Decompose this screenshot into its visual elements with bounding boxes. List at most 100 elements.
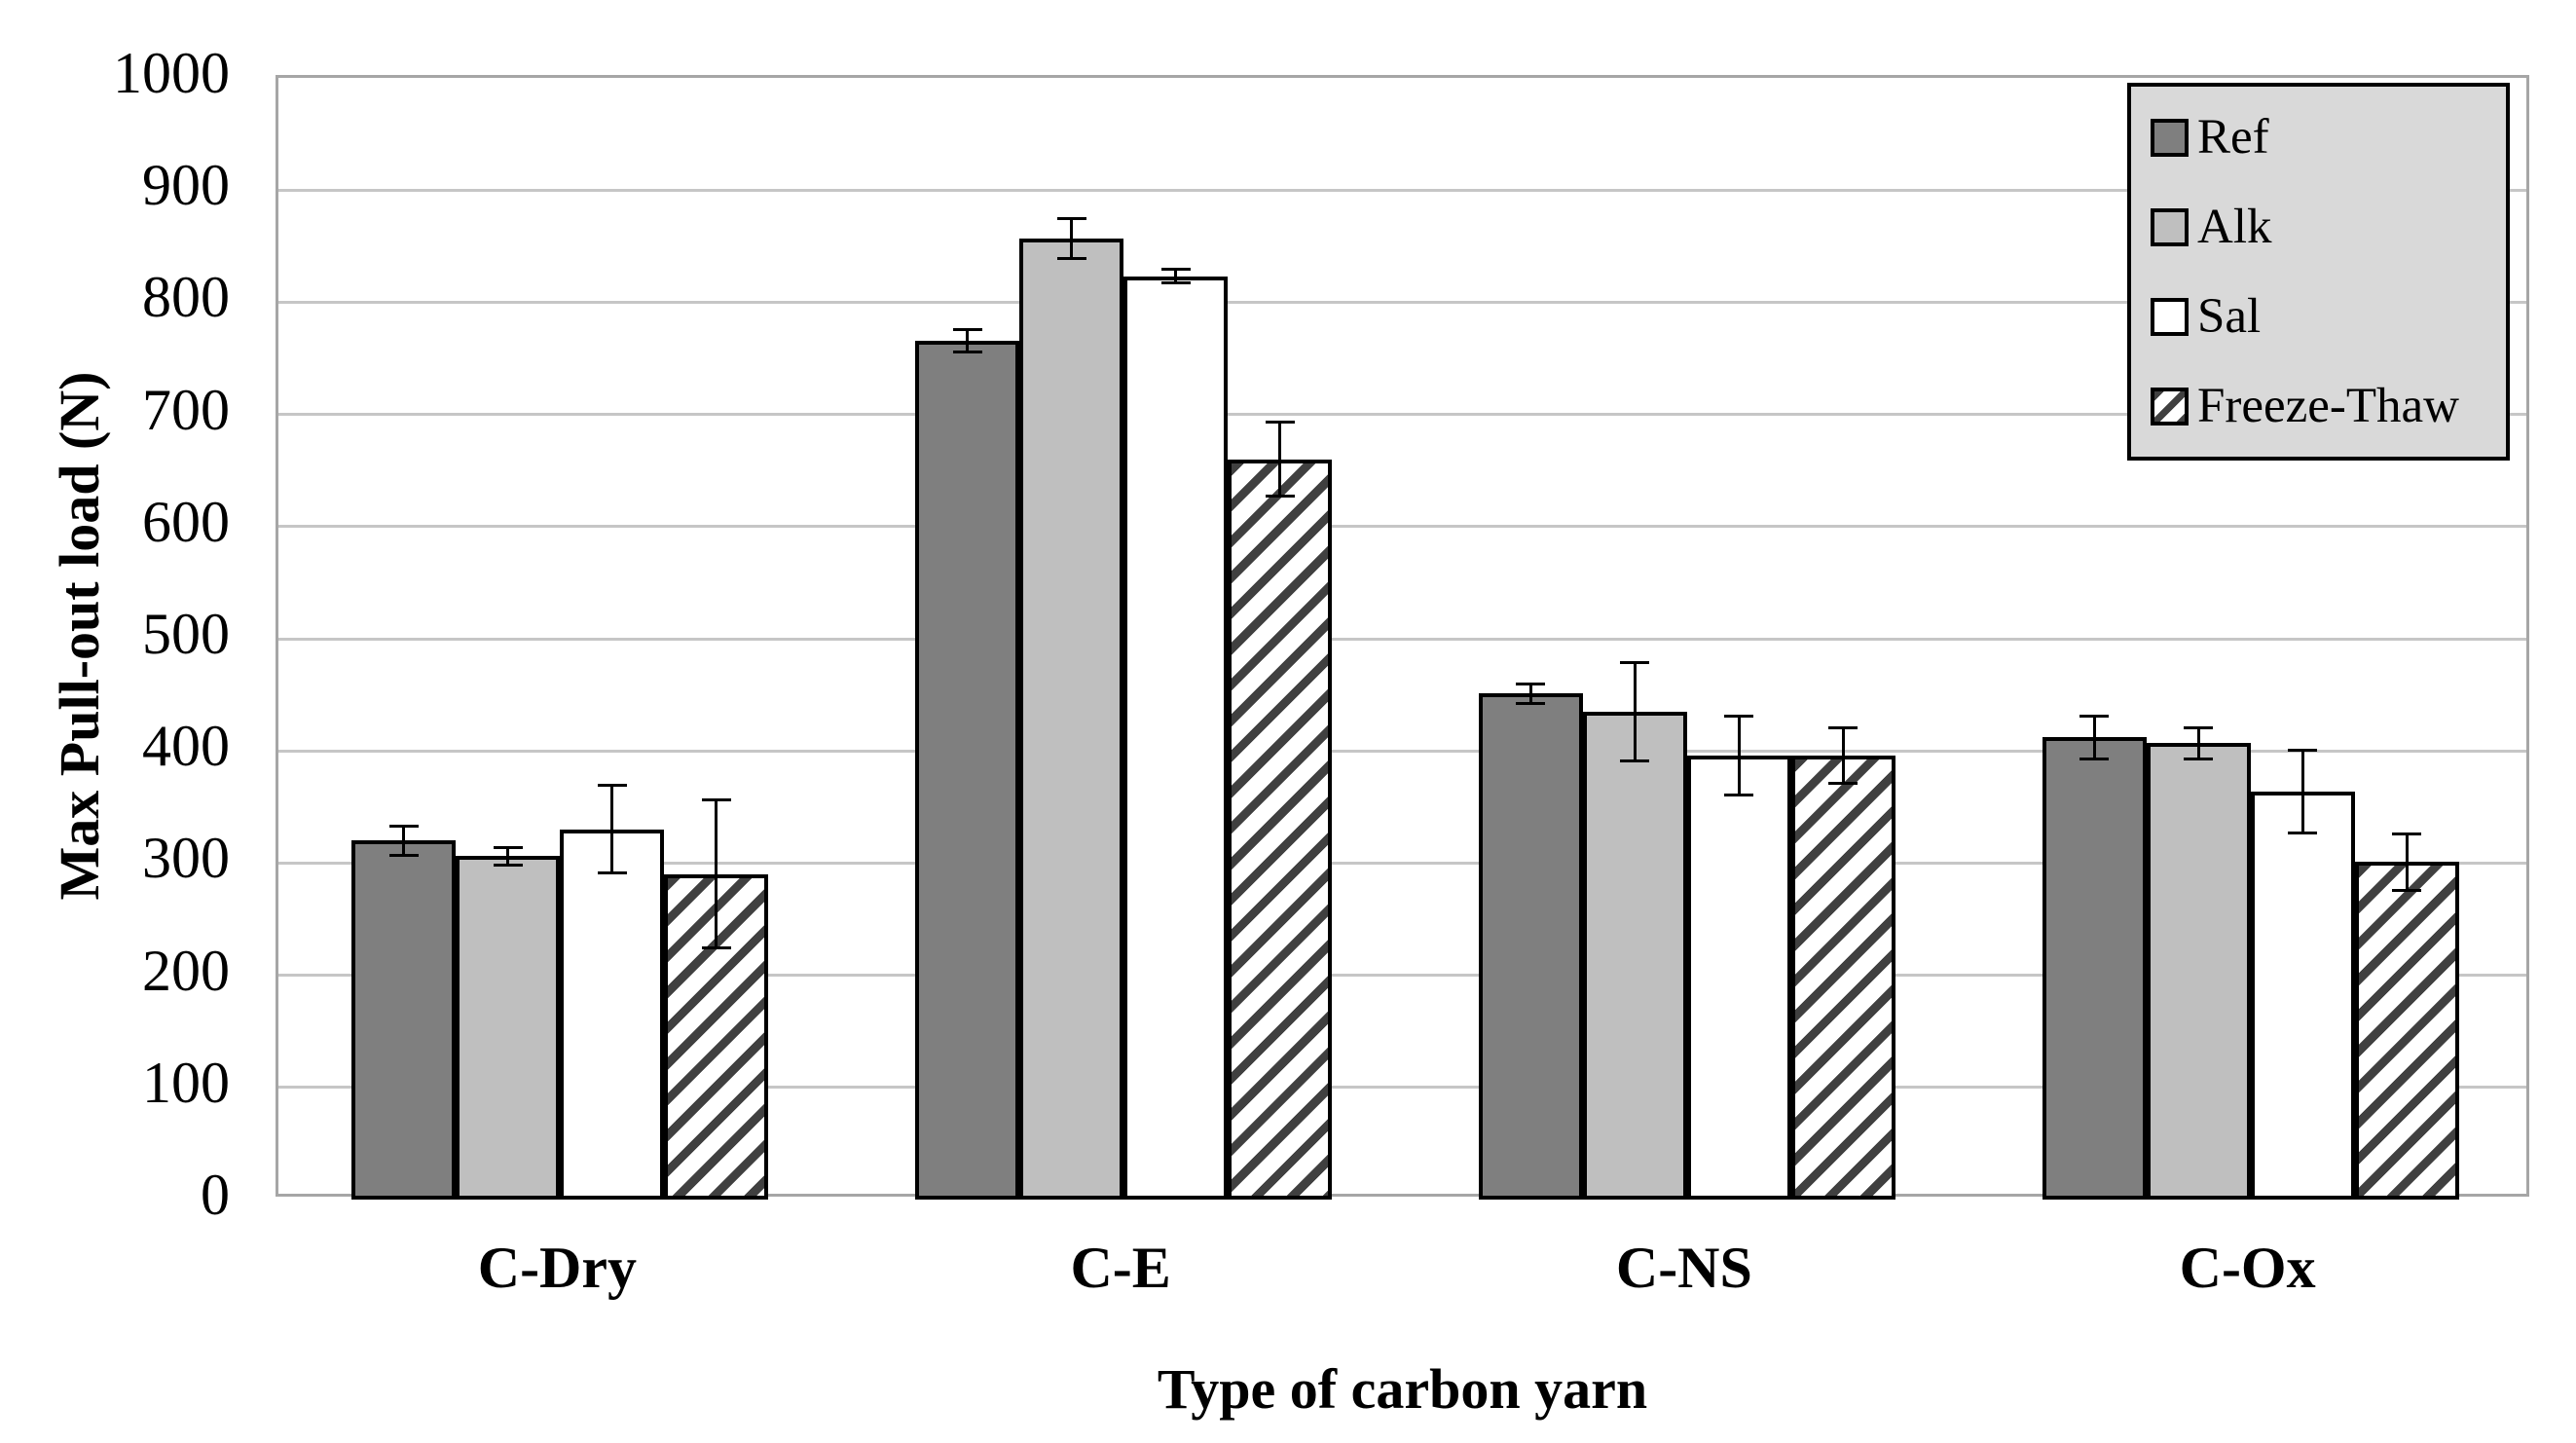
error-bar-cap-top	[2392, 832, 2422, 835]
category-label-c-ox: C-Ox	[2179, 1236, 2316, 1300]
error-bar-cap-top	[1265, 421, 1295, 425]
bar-sal-c-dry	[560, 829, 665, 1200]
error-bar-cap-top	[1724, 714, 1754, 718]
error-bar-cap-bottom	[1620, 759, 1650, 763]
error-bar-line	[506, 847, 510, 866]
category-label-c-ns: C-NS	[1615, 1236, 1752, 1300]
error-bar-cap-bottom	[701, 946, 731, 950]
error-bar-cap-bottom	[2184, 757, 2214, 760]
error-bar-cap-top	[1160, 268, 1191, 272]
y-tick-label-800: 800	[142, 265, 230, 330]
category-label-c-dry: C-Dry	[477, 1236, 638, 1300]
gridline-900	[278, 188, 2526, 192]
x-axis-title: Type of carbon yarn	[1157, 1357, 1648, 1421]
y-tick-label-900: 900	[142, 153, 230, 218]
bar-alk-c-ox	[2146, 743, 2251, 1200]
error-bar-cap-bottom	[1265, 495, 1295, 499]
error-bar-cap-bottom	[2392, 888, 2422, 892]
gridline-800	[278, 300, 2526, 304]
bar-alk-c-ns	[1582, 711, 1687, 1200]
gridline-700	[278, 413, 2526, 417]
gridline-500	[278, 637, 2526, 641]
error-bar-line	[966, 329, 970, 352]
error-bar-cap-top	[493, 845, 523, 849]
error-bar-cap-top	[1620, 660, 1650, 664]
category-label-c-e: C-E	[1070, 1236, 1171, 1300]
y-tick-label-500: 500	[142, 602, 230, 666]
y-tick-label-700: 700	[142, 377, 230, 442]
error-bar-line	[1528, 684, 1532, 704]
error-bar-cap-top	[701, 798, 731, 802]
error-bar-line	[2196, 727, 2200, 759]
bar-ref-c-dry	[351, 840, 457, 1200]
legend-swatch-ref	[2151, 118, 2189, 157]
gridline-600	[278, 525, 2526, 529]
gridline-400	[278, 749, 2526, 753]
error-bar-cap-top	[597, 784, 627, 788]
gridline-200	[278, 974, 2526, 978]
error-bar-cap-bottom	[2288, 831, 2318, 834]
error-bar-line	[1737, 716, 1741, 796]
error-bar-line	[402, 826, 406, 856]
bar-alk-c-dry	[456, 856, 561, 1200]
error-bar-cap-bottom	[1724, 793, 1754, 796]
gridline-100	[278, 1086, 2526, 1090]
error-bar-cap-bottom	[388, 853, 419, 857]
error-bar-cap-top	[2288, 748, 2318, 752]
y-tick-label-400: 400	[142, 714, 230, 779]
legend-item-freeze-thaw: Freeze-Thaw	[2151, 379, 2496, 433]
error-bar-cap-top	[2184, 725, 2214, 729]
legend-swatch-sal	[2151, 297, 2189, 336]
bar-freeze-thaw-c-ox	[2354, 862, 2459, 1200]
legend-label-alk: Alk	[2197, 200, 2272, 254]
bar-sal-c-e	[1123, 276, 1229, 1200]
bar-ref-c-ox	[2042, 737, 2147, 1200]
error-bar-cap-bottom	[597, 871, 627, 875]
legend-swatch-alk	[2151, 207, 2189, 246]
bar-alk-c-e	[1019, 238, 1124, 1200]
bar-ref-c-ns	[1478, 693, 1583, 1200]
error-bar-line	[2300, 750, 2304, 833]
bar-freeze-thaw-c-e	[1228, 459, 1333, 1200]
error-bar-cap-bottom	[1056, 256, 1086, 260]
y-tick-label-600: 600	[142, 489, 230, 554]
y-tick-label-0: 0	[201, 1163, 230, 1227]
error-bar-cap-bottom	[952, 350, 982, 353]
bar-ref-c-e	[915, 340, 1020, 1200]
bar-sal-c-ns	[1686, 755, 1791, 1200]
legend-swatch-freeze-thaw	[2151, 387, 2189, 426]
bar-freeze-thaw-c-ns	[1790, 755, 1895, 1200]
legend-label-sal: Sal	[2197, 289, 2262, 344]
y-tick-label-100: 100	[142, 1050, 230, 1115]
error-bar-cap-top	[388, 824, 419, 828]
error-bar-cap-bottom	[1828, 782, 1858, 786]
error-bar-line	[2405, 833, 2409, 891]
legend-item-sal: Sal	[2151, 289, 2496, 344]
error-bar-cap-top	[1056, 216, 1086, 220]
legend-label-freeze-thaw: Freeze-Thaw	[2197, 379, 2459, 433]
error-bar-cap-bottom	[2079, 757, 2110, 760]
legend-item-alk: Alk	[2151, 200, 2496, 254]
error-bar-line	[1174, 269, 1178, 283]
error-bar-line	[1841, 727, 1845, 784]
error-bar-cap-bottom	[1516, 702, 1546, 706]
legend-item-ref: Ref	[2151, 110, 2496, 165]
error-bar-cap-top	[952, 327, 982, 331]
y-tick-label-200: 200	[142, 938, 230, 1003]
gridline-300	[278, 861, 2526, 865]
error-bar-line	[2092, 716, 2096, 759]
error-bar-line	[1278, 422, 1282, 497]
error-bar-cap-top	[1516, 682, 1546, 685]
error-bar-line	[715, 799, 718, 948]
error-bar-cap-top	[2079, 714, 2110, 718]
error-bar-cap-bottom	[493, 864, 523, 868]
bar-sal-c-ox	[2250, 791, 2355, 1200]
y-tick-label-300: 300	[142, 826, 230, 891]
legend-label-ref: Ref	[2197, 110, 2269, 165]
error-bar-line	[1070, 218, 1074, 259]
error-bar-line	[1633, 662, 1637, 761]
legend: Ref Alk Sal Freeze-Thaw	[2127, 83, 2510, 461]
error-bar-cap-bottom	[1160, 281, 1191, 285]
y-tick-label-1000: 1000	[113, 41, 230, 105]
